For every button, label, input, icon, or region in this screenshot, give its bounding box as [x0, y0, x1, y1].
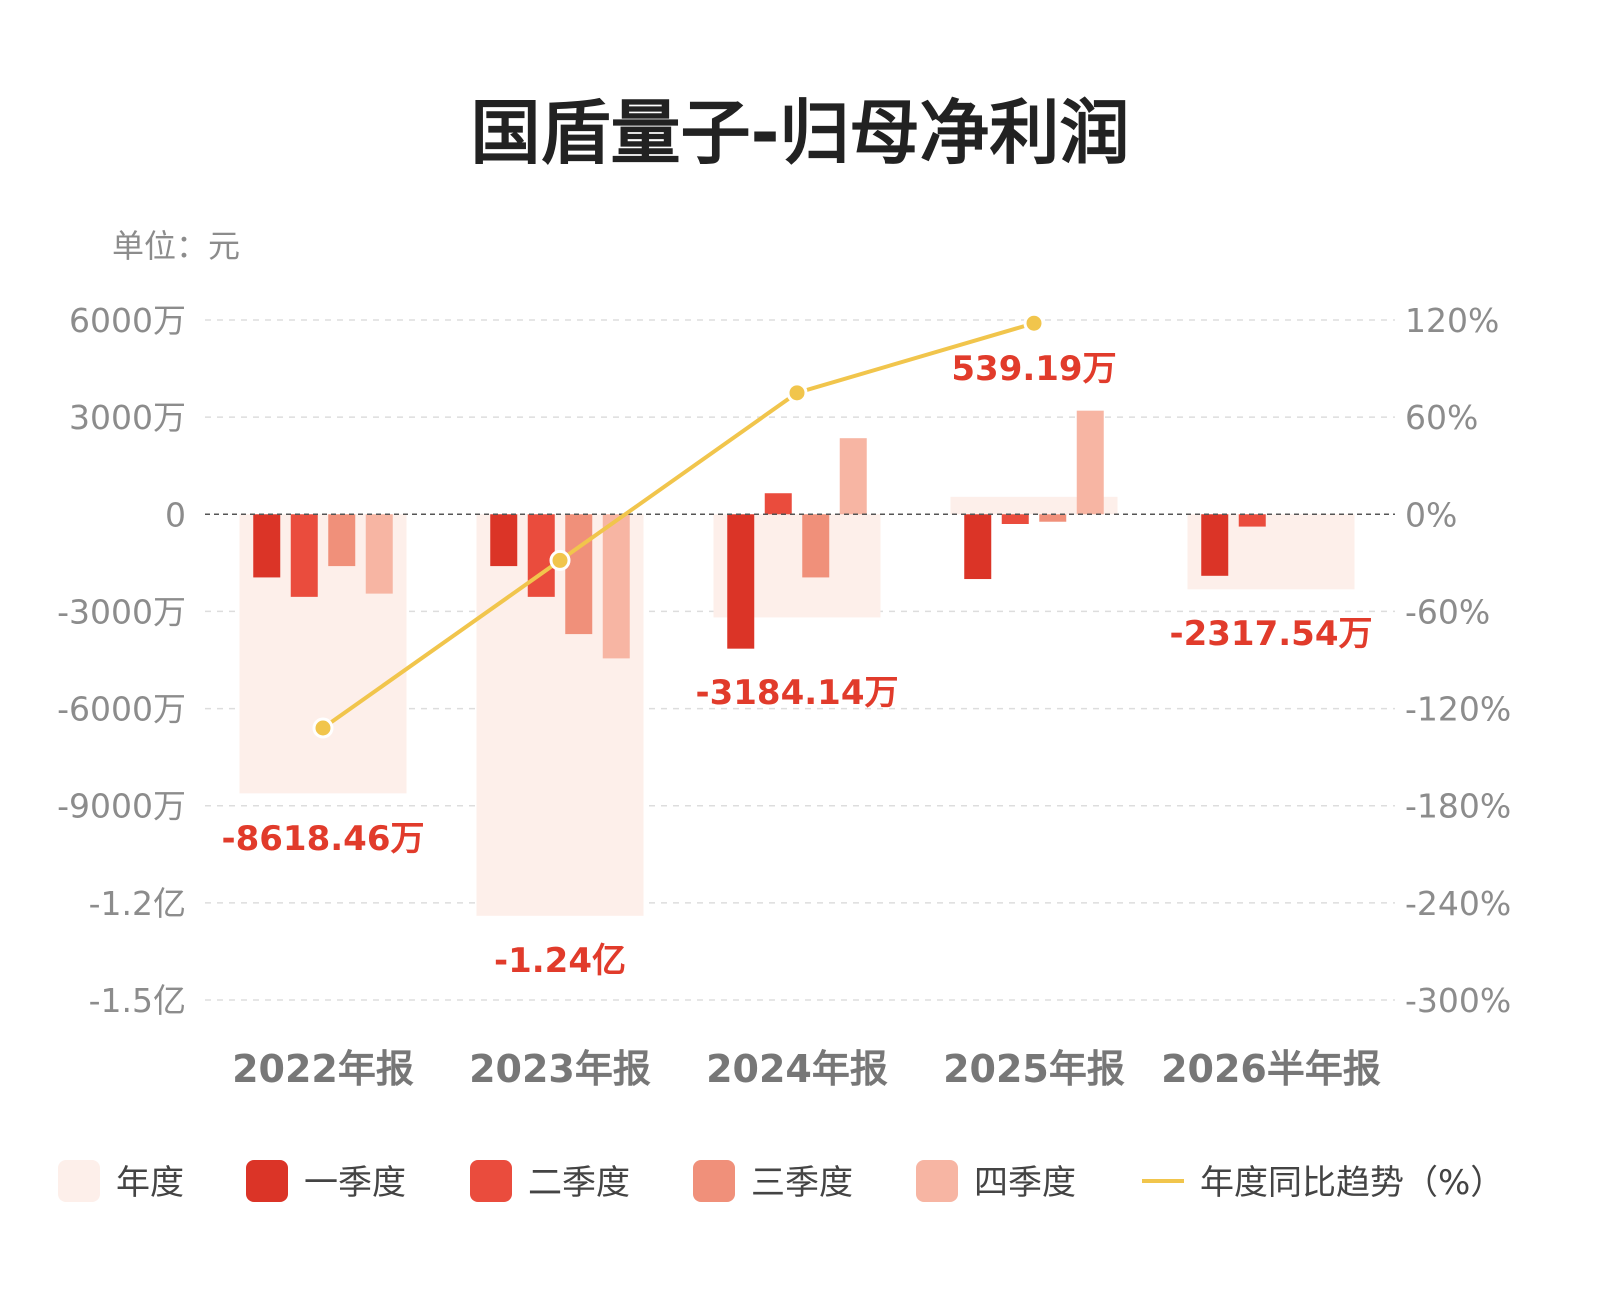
legend-label: 二季度	[528, 1163, 630, 1203]
q4-bar	[1076, 410, 1104, 515]
annual-value-label: 539.19万	[951, 349, 1116, 389]
q1-bar	[490, 514, 518, 567]
q2-bar	[1238, 514, 1266, 527]
q2-bar	[764, 493, 792, 515]
q2-bar	[1001, 514, 1029, 524]
legend-label: 年度	[116, 1163, 184, 1203]
legend-swatch-annual	[58, 1160, 100, 1202]
right-tick-label: -300%	[1405, 981, 1511, 1020]
category-label: 2026半年报	[1161, 1047, 1381, 1091]
trend-point	[549, 549, 571, 571]
category-label: 2022年报	[232, 1047, 414, 1091]
left-tick-label: -1.2亿	[89, 884, 186, 923]
q2-bar	[527, 514, 555, 597]
q3-bar	[1039, 514, 1067, 522]
category-label: 2023年报	[469, 1047, 651, 1091]
right-tick-label: -180%	[1405, 787, 1511, 826]
left-tick-label: -9000万	[57, 787, 186, 826]
left-tick-label: -3000万	[57, 592, 186, 631]
q1-bar	[964, 514, 992, 580]
q4-bar	[365, 514, 393, 594]
q1-bar	[727, 514, 755, 649]
q3-bar	[565, 514, 593, 635]
q4-bar	[602, 514, 630, 659]
right-tick-label: -60%	[1405, 592, 1490, 631]
trend-line	[312, 312, 1045, 739]
legend-label: 四季度	[974, 1163, 1076, 1203]
legend-swatch-q4	[916, 1160, 958, 1202]
annual-value-label: -8618.46万	[222, 819, 425, 859]
category-label: 2025年报	[943, 1047, 1125, 1091]
trend-point	[1023, 312, 1045, 334]
category-axis: 2022年报 2023年报 2024年报 2025年报 2026半年报	[232, 1047, 1381, 1091]
annual-value-label: -2317.54万	[1170, 614, 1373, 654]
left-tick-label: 6000万	[69, 301, 186, 340]
left-tick-label: 3000万	[69, 398, 186, 437]
q1-bar	[1201, 514, 1229, 576]
left-tick-label: -1.5亿	[89, 981, 186, 1020]
trend-point	[312, 717, 334, 739]
chart-title: 国盾量子-归母净利润	[470, 92, 1129, 174]
legend-label: 三季度	[751, 1163, 853, 1203]
right-axis: 120% 60% 0% -60% -120% -180% -240% -300%	[1405, 301, 1511, 1020]
legend: 年度 一季度 二季度 三季度 四季度 年度同比趋势（%）	[58, 1160, 1504, 1203]
left-axis: 6000万 3000万 0 -3000万 -6000万 -9000万 -1.2亿 -1.5亿	[57, 301, 186, 1020]
right-tick-label: -120%	[1405, 690, 1511, 729]
right-tick-label: 60%	[1405, 398, 1478, 437]
q1-bar	[253, 514, 281, 578]
trend-point	[786, 382, 808, 404]
q2-bar	[290, 514, 318, 597]
q3-bar	[802, 514, 830, 578]
quarter-bars	[253, 410, 1266, 659]
annual-value-label: -1.24亿	[494, 941, 626, 981]
right-tick-label: -240%	[1405, 884, 1511, 923]
legend-label: 年度同比趋势（%）	[1200, 1163, 1504, 1203]
annual-bar	[950, 496, 1118, 515]
annual-value-label: -3184.14万	[696, 673, 899, 713]
trend-path	[321, 321, 1035, 730]
legend-swatch-q1	[246, 1160, 288, 1202]
legend-label: 一季度	[304, 1163, 406, 1203]
right-tick-label: 120%	[1405, 301, 1499, 340]
right-tick-label: 0%	[1405, 495, 1457, 534]
left-tick-label: -6000万	[57, 690, 186, 729]
category-label: 2024年报	[706, 1047, 888, 1091]
unit-label: 单位：元	[112, 227, 240, 265]
q3-bar	[328, 514, 356, 567]
legend-swatch-q2	[470, 1160, 512, 1202]
legend-swatch-q3	[693, 1160, 735, 1202]
annual-value-labels: -8618.46万 -1.24亿 -3184.14万 539.19万 -2317.54万	[222, 349, 1373, 981]
q4-bar	[839, 438, 867, 515]
left-tick-label: 0	[165, 495, 186, 534]
